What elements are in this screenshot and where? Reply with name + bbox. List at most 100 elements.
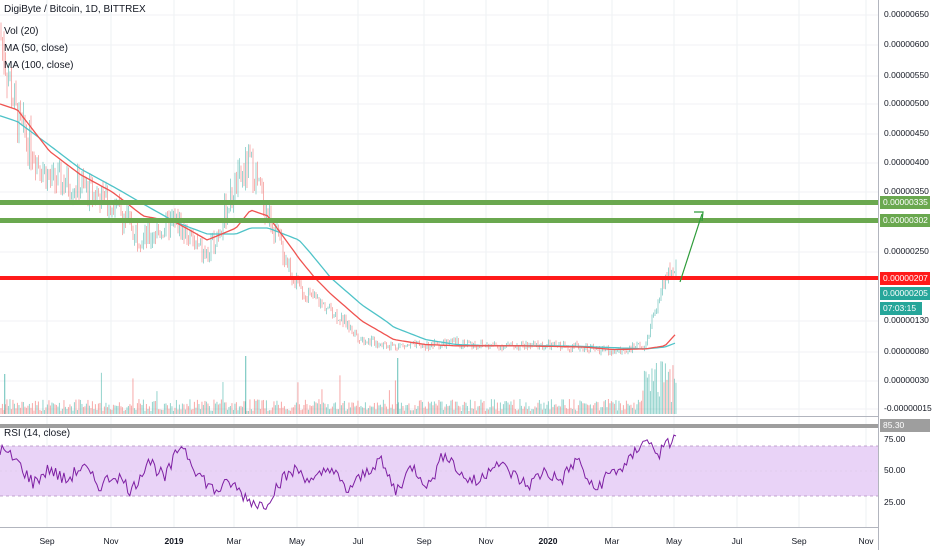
volume-bar [28,403,30,414]
volume-bar [69,404,71,414]
volume-bar [595,401,597,414]
volume-bar [600,407,602,414]
volume-bar [264,408,266,414]
volume-bar [495,409,497,414]
volume-bar [613,403,615,414]
volume-bar [4,374,6,414]
volume-bar [366,409,368,414]
volume-bar [610,401,612,414]
volume-bar [646,377,648,414]
volume-bar [319,404,321,414]
volume-bar [154,400,156,414]
volume-bar [364,402,366,414]
volume-bar [301,409,303,414]
volume-bar [592,405,594,414]
volume-bar [393,409,395,414]
projection-arrow[interactable] [679,211,704,283]
volume-bar [391,404,393,414]
volume-bar [253,399,255,414]
volume-bar [294,404,296,414]
volume-bar [157,409,159,414]
volume-bar [411,410,413,414]
volume-bar [432,405,434,414]
volume-bar [267,410,269,414]
volume-bar [42,399,44,414]
volume-bar [549,409,551,414]
price-tick: 0.00000450 [884,128,929,138]
volume-bar [369,405,371,414]
volume-bar [639,402,641,414]
ma100-legend[interactable]: MA (100, close) [4,60,74,71]
pane-separator[interactable] [0,416,932,417]
volume-bar [571,409,573,414]
volume-bar [39,409,41,414]
volume-bar [181,403,183,414]
volume-bar [528,406,530,414]
volume-bar [634,409,636,414]
volume-bar [279,408,281,414]
volume-bar [604,400,606,414]
chart-canvas[interactable] [0,0,878,550]
volume-bar [112,404,114,414]
level-line-302[interactable] [0,218,878,223]
volume-bar [352,402,354,414]
volume-bar [48,400,50,414]
volume-bar [606,407,608,414]
volume-bar [228,407,230,414]
volume-bar [339,375,341,414]
volume-bar [408,403,410,414]
volume-bar [129,404,131,414]
volume-bar [232,409,234,414]
volume-bar [675,382,677,414]
volume-bar [643,370,645,414]
volume-bar [384,403,386,414]
volume-bar [229,405,231,414]
volume-bar [309,405,311,414]
volume-bar [357,400,359,414]
volume-bar [262,399,264,414]
volume-bar [321,389,323,414]
volume-bar [246,410,248,414]
volume-bar [588,405,590,414]
volume-bar [118,402,120,414]
vol-legend[interactable]: Vol (20) [4,26,39,37]
volume-bar [174,407,176,414]
volume-bar [520,405,522,414]
volume-bar [565,408,567,414]
ma50-legend[interactable]: MA (50, close) [4,43,68,54]
volume-bar [205,401,207,414]
time-axis-border [0,527,878,528]
volume-bar [306,404,308,414]
volume-bar [220,399,222,414]
volume-bar [630,404,632,414]
volume-bar [124,409,126,414]
volume-bar [88,405,90,414]
vertical-grid [46,0,867,527]
volume-bar [342,403,344,414]
volume-bar [345,410,347,414]
volume-bar [78,399,80,414]
volume-bar [628,405,630,414]
volume-bar [501,409,503,414]
volume-bar [586,404,588,414]
volume-bar [415,409,417,414]
volume-bar [258,399,260,414]
volume-bar [499,402,501,414]
volume-bar [555,404,557,414]
time-tick: 2019 [164,536,184,546]
level-line-207[interactable] [0,276,878,280]
rsi-legend[interactable]: RSI (14, close) [4,428,71,439]
volume-bar [55,404,57,414]
volume-bar [480,399,482,414]
volume-bar [243,401,245,414]
volume-bar [310,406,312,414]
volume-bar [313,401,315,414]
volume-bar [204,400,206,414]
volume-bar [151,401,153,414]
volume-bar [483,401,485,414]
volume-bar [435,403,437,414]
rsi-grey-level[interactable] [0,424,878,428]
level-line-335[interactable] [0,200,878,205]
volume-bar [43,410,45,414]
volume-bar [568,399,570,414]
